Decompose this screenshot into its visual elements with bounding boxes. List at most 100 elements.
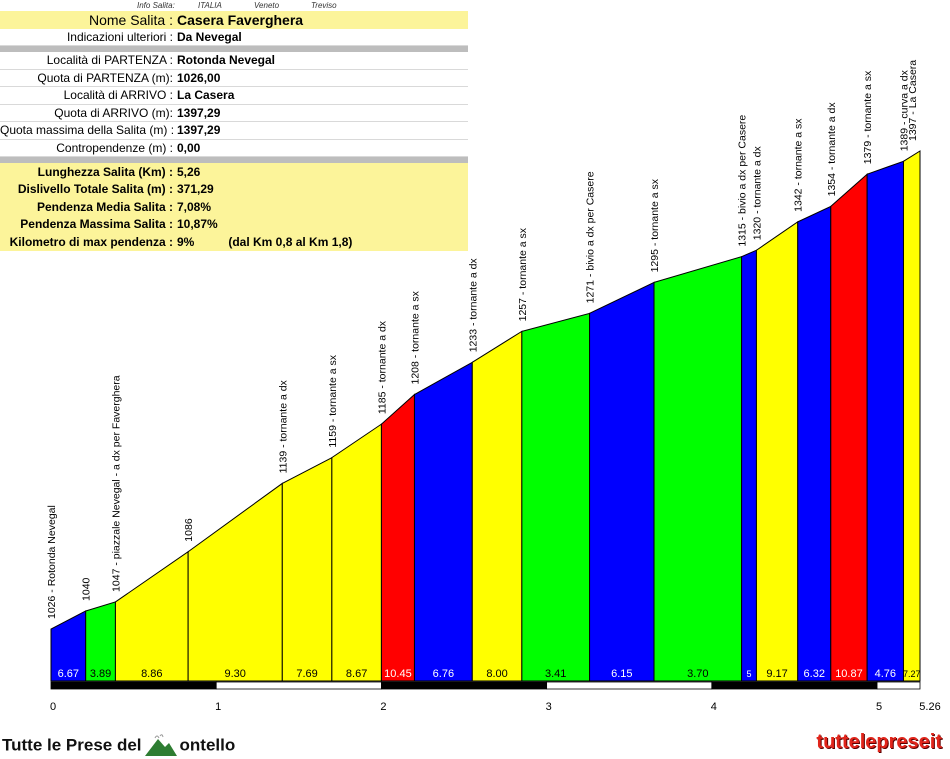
stats-separator [0, 157, 468, 163]
waypoint-label: 1354 - tornante a dx [826, 102, 838, 197]
stat-1-row: Dislivello Totale Salita (m) : 371,29 [0, 180, 468, 198]
grade-label: 6.76 [433, 668, 454, 680]
grade-label: 8.00 [486, 668, 507, 680]
info-1-value: 1026,00 [177, 70, 221, 85]
grade-label: 9.17 [766, 668, 787, 680]
profile-segment [902, 150, 921, 682]
profile-segment [380, 393, 415, 682]
grade-label: 10.45 [384, 668, 412, 680]
stat-3-label: Pendenza Massima Salita : [20, 217, 173, 232]
climb-name-row: Nome Salita : Casera Faverghera [0, 11, 468, 29]
grade-labels: 6.67 3.89 8.86 9.30 7.69 8.67 10.45 6.76 8.00 3.4… [58, 668, 921, 680]
km-scale-bar [50, 681, 921, 690]
notes-row: Indicazioni ulteriori : Da Nevegal [0, 28, 468, 46]
info-5-label: Contropendenze (m) : [56, 140, 173, 155]
site-logo-text: Tutte le Prese del ontello [2, 734, 235, 758]
stat-1-label: Dislivello Totale Salita (m) : [17, 182, 173, 197]
waypoint-label: 1208 - tornante a sx [409, 290, 421, 384]
profile-segment [830, 173, 868, 682]
info-separator [0, 46, 468, 52]
km-tick-label: 1 [215, 701, 221, 713]
waypoint-label: 1086 [183, 518, 195, 542]
profile-segment [281, 456, 333, 682]
stat-2-label: Pendenza Media Salita : [36, 199, 173, 214]
stat-4-range: (dal Km 0,8 al Km 1,8) [228, 234, 353, 249]
grade-label: 5 [747, 669, 752, 679]
profile-segment [187, 482, 283, 682]
stat-3-row: Pendenza Massima Salita : 10,87% [0, 215, 468, 233]
info-2-label: Località di ARRIVO : [63, 88, 173, 103]
km-tick-label: 5.26 [919, 701, 940, 713]
profile-segment [741, 249, 757, 682]
stat-3-value: 10,87% [177, 217, 218, 232]
waypoint-label: 1185 - tornante a dx [376, 320, 388, 414]
info-2-row: Località di ARRIVO : La Casera [0, 87, 468, 105]
stat-1-value: 371,29 [177, 182, 214, 197]
scale-bar-block [50, 681, 217, 690]
info-header-label: Info Salita: [137, 1, 175, 10]
grade-label: 6.15 [611, 668, 632, 680]
grade-label: 6.32 [804, 668, 825, 680]
info-0-label: Località di PARTENZA : [46, 53, 173, 68]
km-tick-label: 0 [50, 701, 56, 713]
grade-label: 3.41 [545, 668, 566, 680]
stat-2-row: Pendenza Media Salita : 7,08% [0, 198, 468, 216]
info-3-row: Quota di ARRIVO (m): 1397,29 [0, 104, 468, 122]
info-4-value: 1397,29 [177, 123, 221, 138]
scale-bar-block [215, 681, 382, 690]
waypoint-label: 1315 - bivio a dx per Casere [737, 115, 749, 247]
info-4-label: Quota massima della Salita (m) : [0, 123, 175, 138]
info-1-label: Quota di PARTENZA (m): [37, 70, 173, 85]
waypoint-label: 1320 - tornante a dx [751, 145, 763, 240]
info-1-row: Quota di PARTENZA (m): 1026,00 [0, 69, 468, 87]
notes-label: Indicazioni ulteriori : [66, 29, 173, 44]
grade-label: 8.67 [346, 668, 367, 680]
stat-0-row: Lunghezza Salita (Km) : 5,26 [0, 163, 468, 181]
scale-bar-block [876, 681, 921, 690]
climb-name-label: Nome Salita : [88, 11, 173, 28]
waypoint-label: 1342 - tornante a sx [793, 118, 805, 212]
profile-segment [755, 220, 799, 682]
stat-0-value: 5,26 [177, 164, 201, 179]
info-5-value: 0,00 [177, 140, 201, 155]
site-url[interactable]: tuttelepreseit [816, 731, 942, 753]
info-2-value: La Casera [177, 88, 235, 103]
km-tick-labels: 0 1 2 3 4 5 5.26 [50, 701, 941, 713]
profile-segment [797, 205, 832, 682]
km-tick-label: 5 [876, 701, 882, 713]
grade-label: 7.27 [903, 669, 921, 679]
location-rows: Località di PARTENZA : Rotonda Nevegal Quo… [0, 52, 468, 157]
info-0-value: Rotonda Nevegal [177, 53, 276, 68]
profile-segment [331, 423, 382, 682]
stats-rows: Lunghezza Salita (Km) :5,26 Dislivello To… [0, 163, 468, 251]
waypoint-label: 1379 - tornante a sx [862, 70, 874, 164]
scale-bar-block [711, 681, 878, 690]
profile-segment [589, 281, 655, 682]
scale-bar-block [546, 681, 713, 690]
info-5-row: Contropendenze (m) : 0,00 [0, 139, 468, 157]
waypoint-label: 1271 - bivio a dx per Casere [585, 171, 597, 303]
logo-text-prefix: Tutte le Prese del [2, 735, 142, 755]
notes-value: Da Nevegal [177, 29, 242, 44]
info-4-row: Quota massima della Salita (m) :1397,29 [0, 122, 468, 140]
waypoint-label: 1026 - Rotonda Nevegal [46, 505, 58, 619]
logo-text-suffix: ontello [179, 735, 236, 755]
info-province: Treviso [311, 1, 337, 10]
profile-segments [50, 150, 921, 682]
info-0-row: Località di PARTENZA : Rotonda Nevegal [0, 52, 468, 70]
stat-2-value: 7,08% [177, 199, 212, 214]
profile-segment [653, 255, 743, 682]
waypoint-labels: 1026 - Rotonda Nevegal 1040 1047 - piazzal… [46, 60, 919, 619]
grade-label: 6.67 [58, 668, 79, 680]
climb-info-panel: Info Salita: ITALIA Veneto Treviso Nome … [0, 0, 468, 251]
climb-name: Casera Faverghera [177, 11, 304, 28]
stat-4-row: Kilometro di max pendenza : 9% (dal Km 0,8… [0, 233, 468, 251]
stat-4-value: 9% [177, 234, 195, 249]
waypoint-label: 1040 [81, 577, 93, 601]
info-region: Veneto [254, 1, 280, 10]
stat-4-label: Kilometro di max pendenza : [9, 234, 173, 249]
info-header: Info Salita: ITALIA Veneto Treviso [0, 0, 468, 11]
waypoint-label: 1397 - La Casera [907, 60, 919, 141]
waypoint-label: 1295 - tornante a sx [649, 178, 661, 272]
